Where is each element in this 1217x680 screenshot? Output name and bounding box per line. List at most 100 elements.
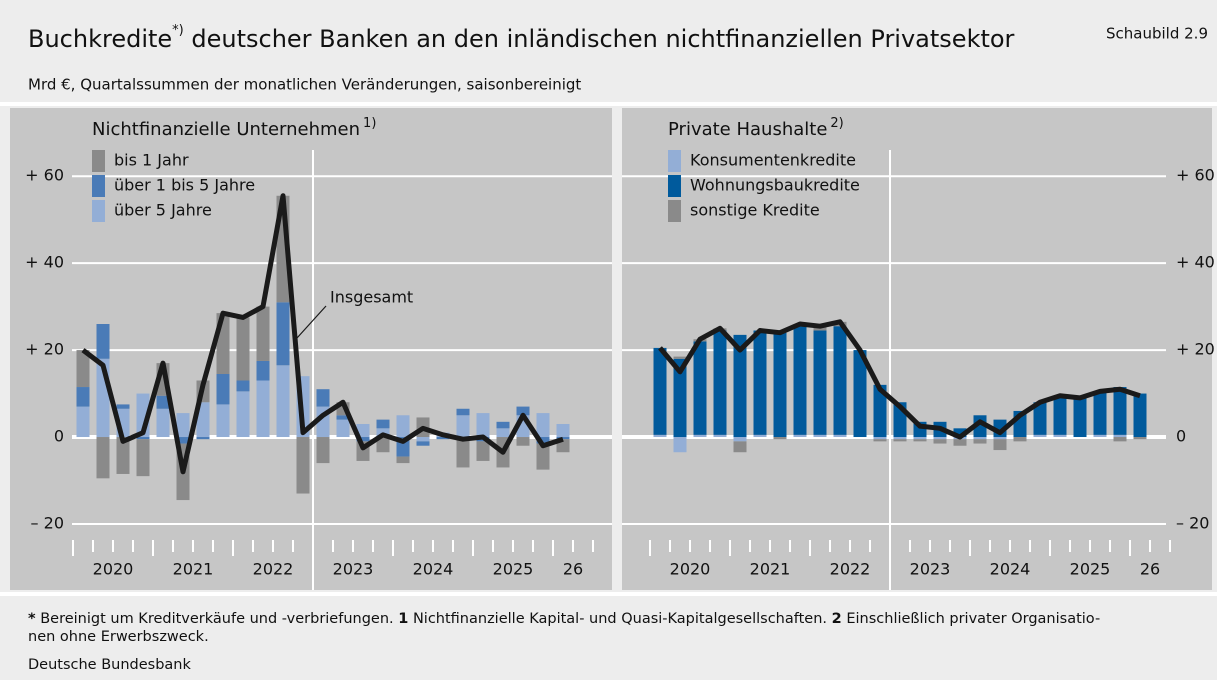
bar-segment (853, 350, 867, 438)
x-tick-label: 2024 (413, 560, 454, 579)
y-tick-label: 0 (1176, 427, 1186, 446)
bar-segment (1133, 437, 1147, 440)
footnote-mark: * (28, 611, 36, 627)
bar-segment (893, 437, 907, 440)
bar-segment (216, 404, 230, 438)
legend-label: über 5 Jahre (114, 201, 212, 220)
bar-segment (733, 437, 747, 442)
bar-segment (713, 330, 727, 435)
y-tick-label: + 60 (1176, 166, 1215, 185)
bar-segment (216, 373, 230, 405)
bar-segment (236, 380, 250, 392)
legend-label: Wohnungsbaukredite (690, 176, 860, 195)
bar-segment (1133, 393, 1147, 438)
title-sup: *) (172, 23, 184, 38)
x-tick-label: 2020 (670, 560, 711, 579)
bar-segment (416, 437, 430, 442)
title: Buchkredite*) deutscher Banken an den in… (28, 23, 1015, 54)
bar-segment (156, 408, 170, 438)
bar-segment (136, 439, 150, 477)
y-tick-label: + 20 (1176, 340, 1215, 359)
bar-segment (833, 434, 847, 438)
bar-segment (556, 423, 570, 438)
bar-segment (256, 306, 270, 361)
bar-segment (176, 437, 190, 444)
bar-segment (1033, 434, 1047, 438)
legend-label: Konsumentenkredite (690, 151, 856, 170)
figure-label: Schaubild 2.9 (1106, 25, 1208, 43)
title-rest: deutscher Banken an den inländischen nic… (184, 25, 1015, 53)
bar-segment (933, 437, 947, 440)
bar-segment (913, 439, 927, 442)
bar-segment (356, 423, 370, 438)
legend-swatch (668, 150, 681, 172)
bar-segment (753, 330, 767, 435)
panel-title: Nichtfinanzielle Unternehmen 1) (92, 116, 376, 141)
x-tick-label: 26 (1140, 560, 1160, 579)
bar-segment (973, 415, 987, 438)
bar-segment (336, 419, 350, 438)
bar-segment (436, 437, 450, 440)
bar-segment (356, 437, 370, 442)
panel-title: Private Haushalte 2) (668, 116, 844, 141)
total-line (81, 193, 564, 475)
bar-segment (1033, 402, 1047, 435)
bar-segment (236, 317, 250, 381)
bar-segment (196, 437, 210, 440)
subtitle: Mrd €, Quartalssummen der monatlichen Ve… (28, 76, 581, 94)
bar-segment (1053, 395, 1067, 435)
x-tick-label: 2020 (93, 560, 134, 579)
panel-title-sup: 1) (363, 116, 376, 131)
bar-segment (536, 413, 550, 438)
footnote-text-cont: nen ohne Erwerbszweck. (28, 629, 209, 645)
bar-segment (176, 413, 190, 438)
y-tick-label: + 40 (25, 253, 64, 272)
plot-area (10, 108, 612, 590)
bar-segment (973, 439, 987, 444)
bar-segment (933, 439, 947, 444)
x-tick-label: 2023 (910, 560, 951, 579)
y-tick-label: – 20 (31, 513, 64, 532)
panel-title-text: Private Haushalte (668, 119, 827, 140)
bar-segment (953, 428, 967, 438)
bar-segment (536, 443, 550, 470)
bar-segment (456, 415, 470, 438)
bar-segment (276, 365, 290, 438)
bar-segment (496, 428, 510, 438)
footnotes: * Bereinigt um Kreditverkäufe und -verbr… (28, 611, 1100, 645)
bar-segment (476, 441, 490, 461)
bar-segment (773, 332, 787, 438)
bar-segment (396, 415, 410, 438)
footnote-text: Nichtfinanzielle Kapital- und Quasi-Kapi… (408, 611, 831, 627)
bar-segment (1053, 434, 1067, 438)
bar-segment (793, 326, 807, 435)
bar-segment (376, 437, 390, 453)
bar-segment (516, 437, 530, 446)
bar-segment (96, 437, 110, 479)
source: Deutsche Bundesbank (28, 657, 191, 673)
bar-segment (673, 437, 687, 453)
bar-segment (753, 434, 767, 438)
footnote-mark: 2 (832, 611, 842, 627)
bar-segment (116, 437, 130, 474)
bar-segment (76, 387, 90, 407)
legend-label: sonstige Kredite (690, 201, 820, 220)
bar-segment (893, 439, 907, 442)
bar-segment (336, 415, 350, 420)
footnote-mark: 1 (398, 611, 408, 627)
bar-segment (156, 395, 170, 409)
x-tick-label: 2021 (173, 560, 214, 579)
bar-segment (116, 404, 130, 409)
legend-label: bis 1 Jahr (114, 151, 189, 170)
bar-segment (456, 408, 470, 416)
bar-segment (793, 434, 807, 438)
separator (0, 102, 1217, 106)
bar-segment (813, 434, 827, 438)
bar-segment (673, 356, 687, 359)
bar-segment (456, 437, 470, 468)
bar-segment (773, 437, 787, 440)
bar-segment (713, 434, 727, 438)
bar-segment (396, 456, 410, 464)
x-tick-label: 2022 (830, 560, 871, 579)
